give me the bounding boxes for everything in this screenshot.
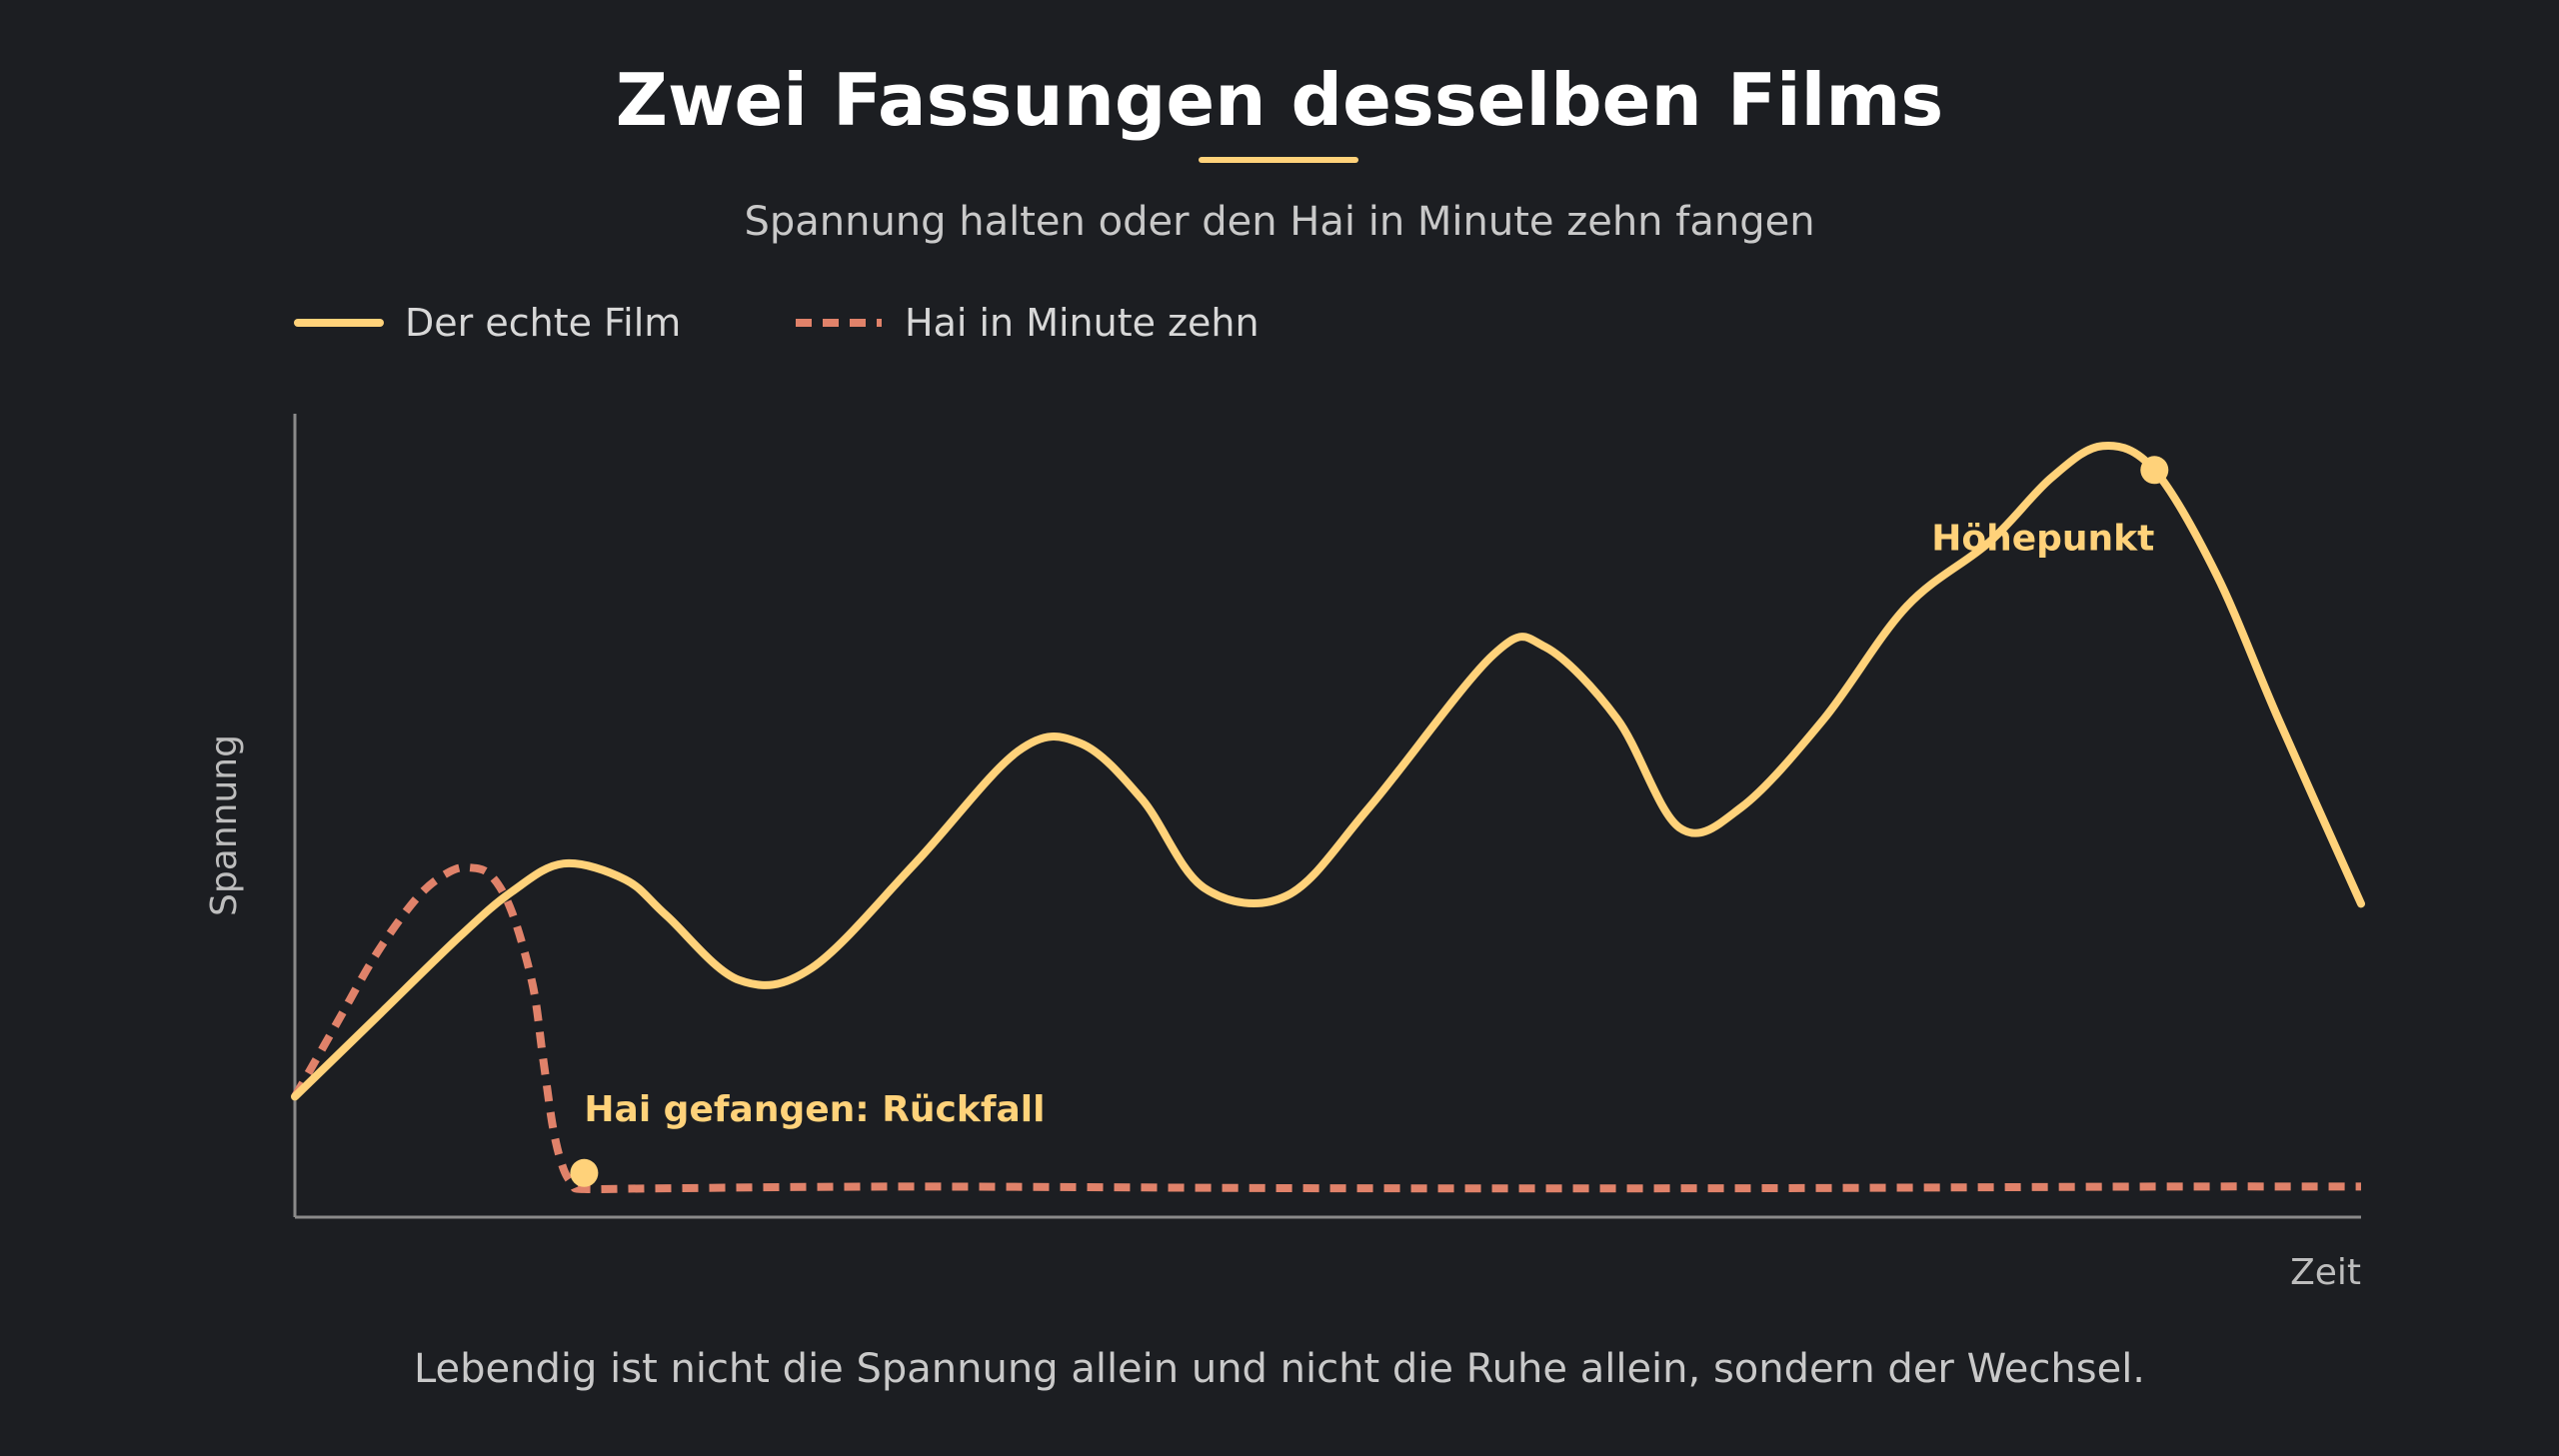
x-axis-label: Zeit <box>2290 1252 2361 1293</box>
y-axis-label: Spannung <box>204 734 245 916</box>
legend-item-shark: Hai in Minute zehn <box>796 301 1260 345</box>
annotation-marker <box>570 1158 599 1187</box>
chart-title: Zwei Fassungen desselben Films <box>616 58 1943 142</box>
series-line-shark <box>291 862 2362 1194</box>
annotation-shark: Hai gefangen: Rückfall <box>584 1089 1045 1130</box>
legend-item-real: Der echte Film <box>294 301 681 345</box>
series-line-real <box>291 441 2365 1101</box>
axes: Zeit Spannung <box>204 414 2361 1293</box>
annotation-peak: Höhepunkt <box>1931 518 2154 559</box>
chart-caption: Lebendig ist nicht die Spannung allein u… <box>414 1346 2145 1392</box>
legend-label-shark: Hai in Minute zehn <box>905 301 1260 345</box>
plot-area: Hai gefangen: Rückfall Höhepunkt <box>291 441 2365 1194</box>
annotation-marker <box>2140 456 2169 485</box>
chart-subtitle: Spannung halten oder den Hai in Minute z… <box>744 199 1814 245</box>
legend: Der echte Film Hai in Minute zehn <box>294 301 1260 345</box>
legend-label-real: Der echte Film <box>405 301 681 345</box>
